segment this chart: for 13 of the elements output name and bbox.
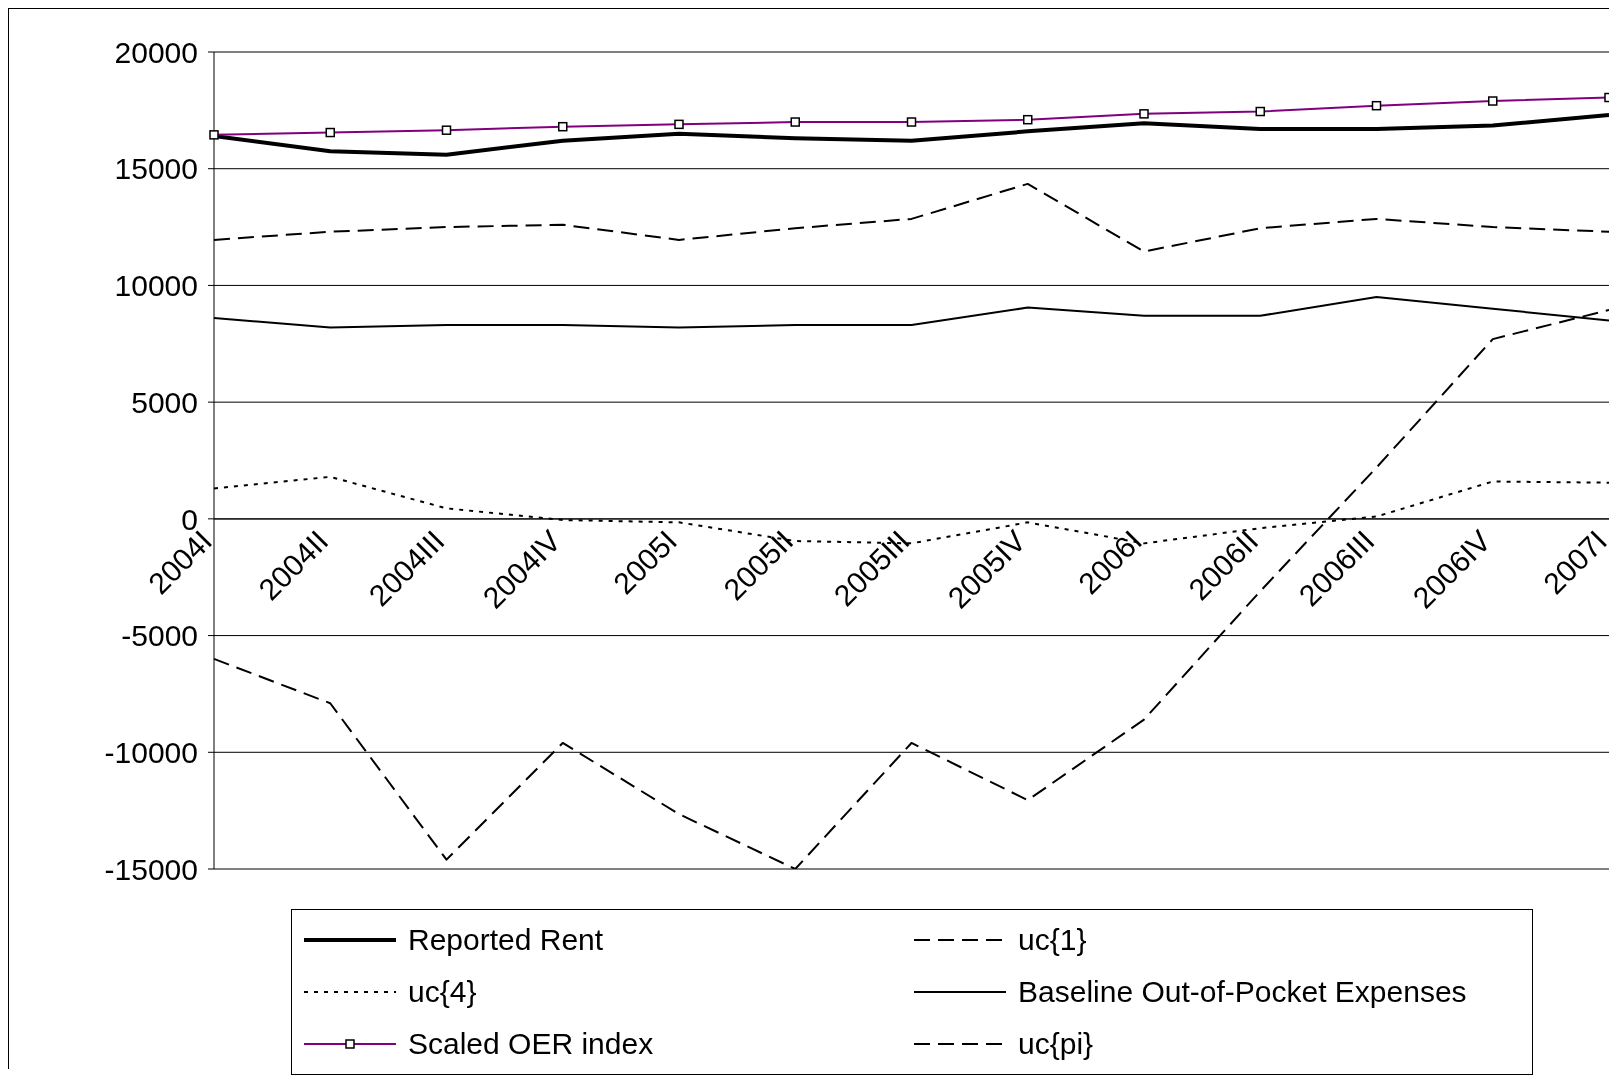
y-tick-label: -10000	[104, 735, 198, 769]
y-tick-label: 20000	[114, 35, 198, 69]
y-tick-label: -5000	[121, 619, 198, 653]
y-tick-label: 10000	[114, 269, 198, 303]
y-tick-label: -15000	[104, 852, 198, 886]
legend-label: Reported Rent	[408, 923, 604, 957]
legend-label: Scaled OER index	[408, 1027, 654, 1061]
legend-label: uc{pi}	[1018, 1027, 1094, 1061]
legend-label: uc{1}	[1018, 923, 1087, 957]
legend-label: uc{4}	[408, 975, 477, 1009]
y-tick-label: 5000	[131, 385, 198, 419]
y-tick-label: 15000	[114, 152, 198, 186]
legend-label: Baseline Out-of-Pocket Expenses	[1018, 975, 1467, 1009]
